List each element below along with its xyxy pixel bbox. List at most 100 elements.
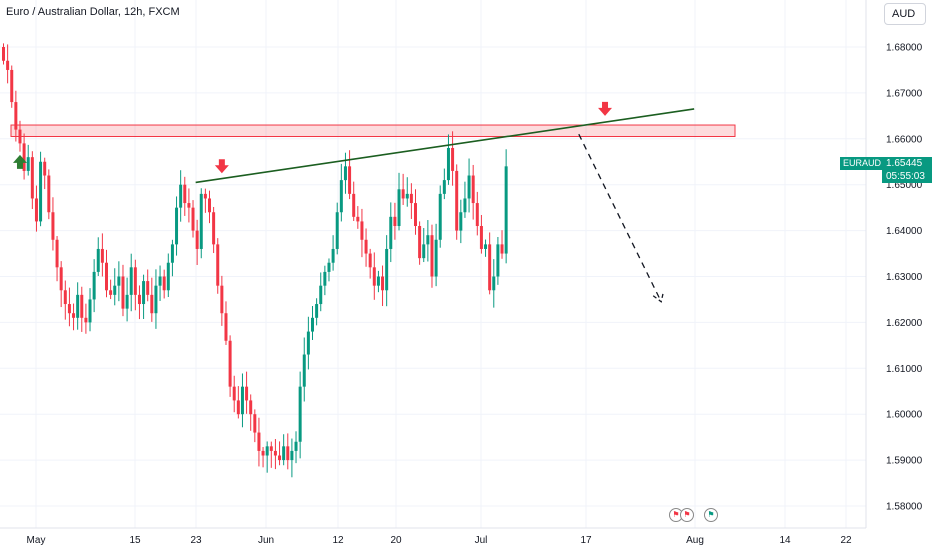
candle-body: [170, 244, 174, 263]
candle-body: [195, 230, 199, 249]
candle-body: [409, 193, 413, 204]
candle-body: [51, 212, 55, 240]
candle-body: [471, 175, 475, 204]
candle-body: [179, 184, 183, 208]
candle-body: [43, 161, 47, 176]
candle-body: [175, 207, 179, 245]
candle-body: [401, 189, 405, 199]
arrow-down-icon: [598, 101, 613, 116]
y-tick-label: 1.65000: [886, 180, 923, 191]
candle-body: [121, 276, 125, 309]
candle-body: [306, 331, 310, 355]
candle-body: [158, 276, 162, 286]
y-tick-label: 1.66000: [886, 134, 923, 145]
candle-body: [59, 267, 63, 291]
candle-body: [385, 248, 389, 291]
resistance-zone-layer: [10, 124, 736, 138]
candle-body: [63, 290, 67, 305]
candle-body: [96, 248, 100, 272]
candle-body: [389, 216, 393, 249]
candle-body: [451, 147, 455, 171]
candle-body: [286, 446, 290, 461]
event-flag-icon[interactable]: ⚑: [680, 508, 694, 522]
candle-body: [339, 180, 343, 213]
candle-body: [191, 207, 195, 231]
candle-body: [343, 166, 347, 181]
currency-button[interactable]: AUD: [884, 3, 926, 25]
candle-body: [125, 294, 129, 309]
candle-body: [10, 69, 14, 103]
candle-body: [430, 235, 434, 277]
candle-body: [76, 294, 80, 318]
x-tick-label: 22: [840, 535, 852, 546]
candle-body: [162, 276, 166, 291]
candle-body: [88, 299, 92, 323]
candle-body: [372, 267, 376, 286]
candle-body: [199, 193, 203, 249]
candle-body: [504, 166, 508, 254]
y-tick-label: 1.60000: [886, 410, 923, 421]
candle-body: [282, 446, 286, 461]
candle-body: [273, 450, 277, 456]
candle-body: [232, 386, 236, 401]
candle-body: [475, 203, 479, 227]
candle-body: [459, 212, 463, 231]
candle-body: [236, 400, 240, 415]
candle-body: [311, 317, 314, 332]
candle-body: [393, 216, 397, 227]
candle-body: [253, 414, 257, 433]
event-flag-icon[interactable]: ⚑: [704, 508, 718, 522]
x-tick-label: 12: [332, 535, 344, 546]
y-tick-label: 1.62000: [886, 318, 923, 329]
candle-body: [55, 239, 59, 268]
candle-body: [319, 285, 323, 305]
candle-body: [154, 285, 158, 314]
candle-body: [6, 60, 10, 70]
resistance-zone: [10, 124, 736, 138]
candle-body: [360, 221, 364, 240]
projection-arrow: [578, 133, 662, 303]
price-tag-countdown: 05:55:03: [886, 171, 925, 182]
candle-body: [220, 285, 224, 314]
x-tick-label: Jun: [258, 535, 274, 546]
candle-body: [434, 239, 438, 277]
x-tick-label: 20: [390, 535, 402, 546]
price-axis: 1.68000 1.67000 1.66000 1.65000 1.64000 1.630…: [886, 43, 923, 513]
candle-body: [109, 290, 113, 295]
candle-body: [265, 446, 269, 456]
candle-body: [356, 216, 360, 222]
x-tick-label: Aug: [686, 535, 704, 546]
candle-body: [278, 455, 282, 461]
last-price-tag: EURAUD 1.65445 05:55:03: [840, 157, 932, 183]
candle-body: [426, 235, 430, 245]
candle-body: [298, 386, 302, 442]
candle-body: [2, 47, 5, 61]
candle-body: [146, 281, 150, 295]
y-tick-label: 1.68000: [886, 43, 923, 54]
candle-body: [376, 276, 380, 286]
candle-body: [14, 102, 18, 130]
candle-body: [492, 276, 496, 291]
candle-body: [269, 446, 273, 451]
y-tick-label: 1.64000: [886, 226, 923, 237]
candle-body: [381, 276, 385, 291]
candle-body: [261, 450, 265, 456]
candle-body: [294, 441, 298, 451]
candle-body: [414, 203, 417, 227]
candle-body: [463, 198, 467, 213]
projection-arrow-head: [652, 292, 664, 303]
x-tick-label: 17: [580, 535, 592, 546]
candle-body: [368, 253, 372, 268]
candle-body: [500, 244, 504, 254]
candle-body: [302, 354, 306, 387]
candle-body: [187, 203, 191, 208]
candle-body: [34, 198, 38, 222]
candle-body: [92, 271, 96, 300]
x-tick-label: May: [27, 535, 46, 546]
price-tag-value: 1.65445 05:55:03: [882, 157, 932, 183]
time-axis: May 15 23 Jun 12 20 Jul 17 Aug 14 22: [27, 535, 852, 546]
candle-body: [26, 157, 30, 171]
candle-body: [418, 226, 422, 259]
candle-body: [105, 262, 108, 291]
